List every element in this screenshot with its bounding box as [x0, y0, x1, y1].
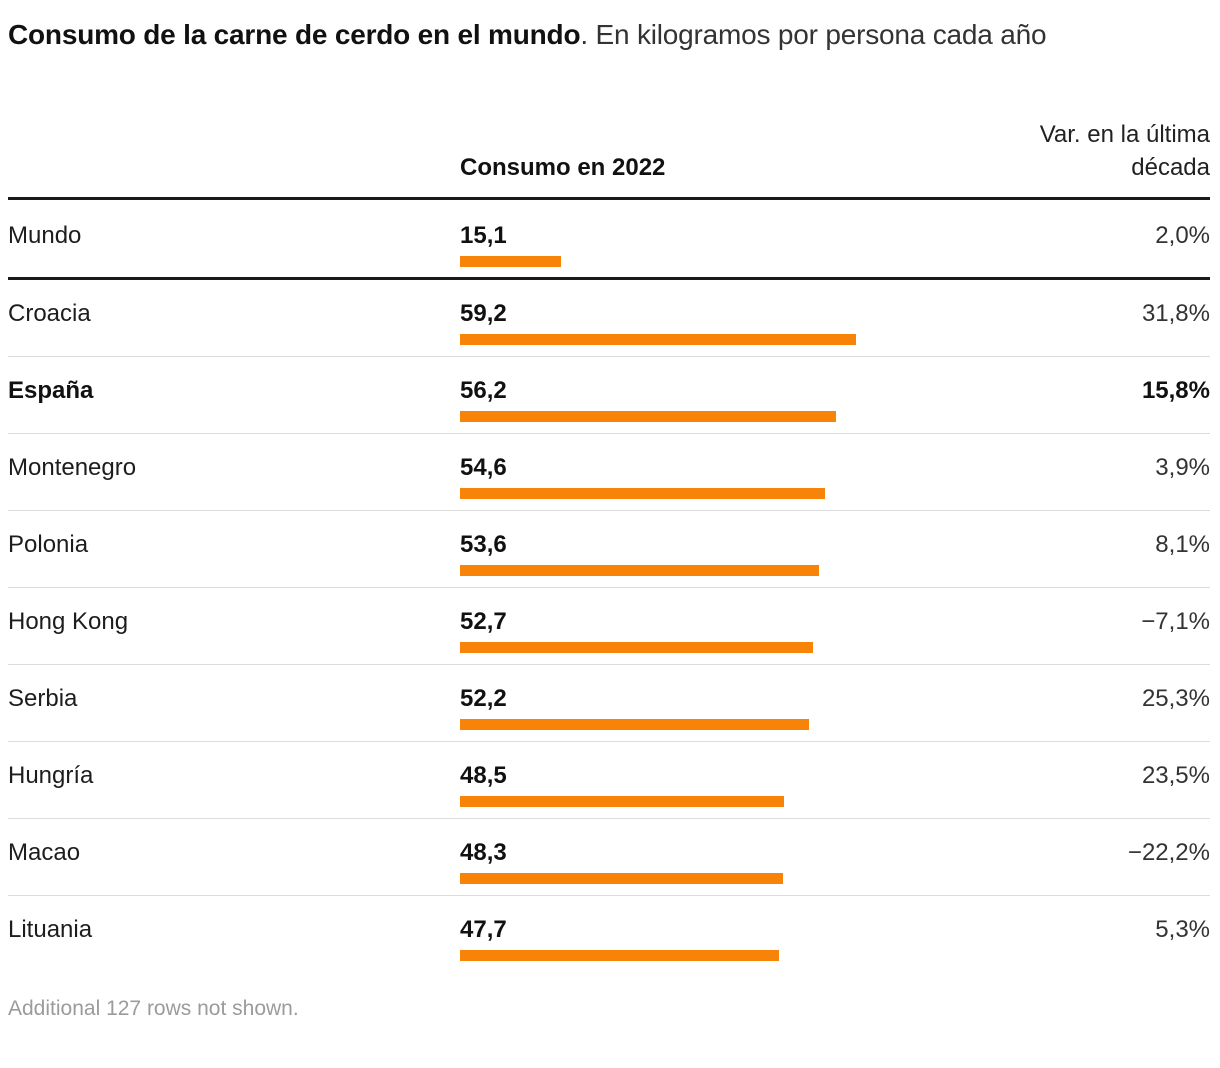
table-row: Hong Kong 52,7 −7,1%: [8, 588, 1210, 665]
consumption-value: 53,6: [460, 531, 507, 558]
country-label: Montenegro: [8, 454, 137, 481]
chart-container: Consumo de la carne de cerdo en el mundo…: [8, 14, 1210, 1020]
consumption-bar: [460, 796, 784, 807]
consumption-cell: 52,2: [460, 686, 980, 730]
consumption-cell: 52,7: [460, 609, 980, 653]
variation-value: 3,9%: [1155, 454, 1210, 481]
chart-title-main: Consumo de la carne de cerdo en el mundo: [8, 19, 581, 50]
chart-title: Consumo de la carne de cerdo en el mundo…: [8, 14, 1088, 56]
consumption-cell: 47,7: [460, 917, 980, 961]
consumption-cell: 54,6: [460, 455, 980, 499]
country-label: Polonia: [8, 531, 89, 558]
variation-value: 2,0%: [1155, 222, 1210, 249]
footer-note: Additional 127 rows not shown.: [8, 997, 299, 1020]
table-row: Polonia 53,6 8,1%: [8, 511, 1210, 588]
table-row: Macao 48,3 −22,2%: [8, 819, 1210, 896]
consumption-cell: 56,2: [460, 378, 980, 422]
country-label: Serbia: [8, 685, 78, 712]
variation-value: −22,2%: [1127, 839, 1210, 866]
table-header: Consumo en 2022 Var. en la última década: [8, 118, 1210, 200]
column-header-consumption: Consumo en 2022: [460, 154, 666, 181]
table-row: Lituania 47,7 5,3%: [8, 896, 1210, 973]
consumption-cell: 59,2: [460, 301, 980, 345]
consumption-cell: 48,5: [460, 763, 980, 807]
variation-value: 25,3%: [1141, 685, 1210, 712]
variation-value: 8,1%: [1155, 531, 1210, 558]
consumption-cell: 53,6: [460, 532, 980, 576]
table-row: Hungría 48,5 23,5%: [8, 742, 1210, 819]
chart-subtitle: . En kilogramos por persona cada año: [580, 19, 1047, 50]
country-label: Croacia: [8, 300, 91, 327]
consumption-value: 48,3: [460, 839, 507, 866]
consumption-bar: [460, 950, 779, 961]
consumption-cell: 48,3: [460, 840, 980, 884]
consumption-value: 52,2: [460, 685, 507, 712]
consumption-value: 59,2: [460, 300, 507, 327]
consumption-bar: [460, 642, 813, 653]
consumption-value: 54,6: [460, 454, 507, 481]
consumption-bar: [460, 256, 561, 267]
consumption-value: 15,1: [460, 222, 507, 249]
variation-value: 5,3%: [1155, 916, 1210, 943]
variation-value: 15,8%: [1141, 377, 1210, 404]
country-label: España: [8, 377, 94, 404]
country-label: Lituania: [8, 916, 93, 943]
country-label: Mundo: [8, 222, 82, 249]
country-label: Macao: [8, 839, 81, 866]
table-row: Croacia 59,2 31,8%: [8, 280, 1210, 357]
country-label: Hungría: [8, 762, 94, 789]
consumption-bar: [460, 719, 809, 730]
consumption-value: 48,5: [460, 762, 507, 789]
consumption-bar: [460, 565, 819, 576]
consumption-bar: [460, 334, 856, 345]
consumption-value: 52,7: [460, 608, 507, 635]
variation-value: −7,1%: [1141, 608, 1210, 635]
variation-value: 31,8%: [1141, 300, 1210, 327]
consumption-bar: [460, 411, 836, 422]
table-row: España 56,2 15,8%: [8, 357, 1210, 434]
variation-value: 23,5%: [1141, 762, 1210, 789]
country-label: Hong Kong: [8, 608, 129, 635]
table-row: Serbia 52,2 25,3%: [8, 665, 1210, 742]
consumption-cell: 15,1: [460, 223, 980, 267]
table-body: Mundo 15,1 2,0% Croacia 59,2 31,8% España 56,2 1…: [8, 200, 1210, 973]
column-header-variation: Var. en la última década: [1039, 121, 1210, 181]
consumption-value: 47,7: [460, 916, 507, 943]
table-row: Montenegro 54,6 3,9%: [8, 434, 1210, 511]
table-row: Mundo 15,1 2,0%: [8, 200, 1210, 280]
consumption-value: 56,2: [460, 377, 507, 404]
consumption-bar: [460, 488, 825, 499]
consumption-bar: [460, 873, 783, 884]
